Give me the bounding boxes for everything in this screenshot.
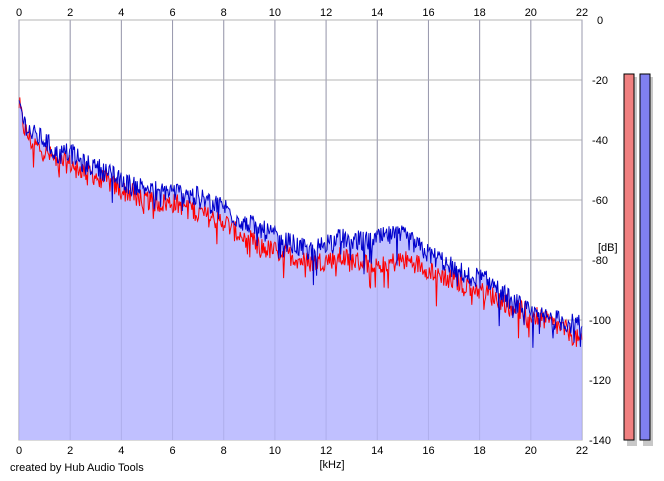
x-tick-label-bottom: 4	[118, 445, 124, 457]
x-tick-labels-top: 0 2 4 6 8 10 12 14 16 18 20 22	[16, 7, 588, 19]
x-tick-label-bottom: 20	[525, 445, 537, 457]
x-tick-label-top: 0	[16, 7, 22, 19]
y-tick-label: -20	[592, 75, 608, 87]
x-tick-label-top: 8	[221, 7, 227, 19]
y-tick-label: -140	[589, 435, 611, 447]
x-tick-label-bottom: 8	[221, 445, 227, 457]
x-tick-label-top: 10	[269, 7, 281, 19]
y-tick-label: -100	[589, 315, 611, 327]
x-tick-label-bottom: 0	[16, 445, 22, 457]
x-tick-label-top: 2	[67, 7, 73, 19]
x-tick-label-top: 16	[422, 7, 434, 19]
x-tick-label-bottom: 2	[67, 445, 73, 457]
x-tick-label-top: 4	[118, 7, 124, 19]
x-tick-label-bottom: 22	[576, 445, 588, 457]
x-tick-labels-bottom: 0 2 4 6 8 10 12 14 16 18 20 22	[16, 445, 588, 457]
y-tick-label: -80	[592, 255, 608, 267]
y-tick-label: -60	[592, 195, 608, 207]
level-meters	[623, 73, 653, 446]
spectrum-area-fill	[19, 100, 582, 440]
x-tick-label-top: 22	[576, 7, 588, 19]
spectrum-line-2	[18, 100, 583, 348]
x-tick-label-top: 18	[474, 7, 486, 19]
x-tick-label-bottom: 18	[474, 445, 486, 457]
y-tick-label: -40	[592, 135, 608, 147]
x-tick-label-bottom: 14	[371, 445, 383, 457]
y-tick-labels: 0 -20 -40 -60 -80 -100 -120 -140	[589, 15, 611, 447]
x-tick-label-top: 6	[169, 7, 175, 19]
x-tick-label-top: 12	[320, 7, 332, 19]
footer-credit: created by Hub Audio Tools	[10, 462, 144, 474]
spectrum-series	[18, 20, 583, 440]
y-tick-label: -120	[589, 375, 611, 387]
x-tick-label-top: 14	[371, 7, 383, 19]
x-tick-label-bottom: 12	[320, 445, 332, 457]
level-meter-bar	[623, 73, 635, 441]
y-axis-label: [dB]	[598, 242, 618, 254]
x-tick-label-top: 20	[525, 7, 537, 19]
x-tick-label-bottom: 10	[269, 445, 281, 457]
spectrum-fill	[19, 100, 582, 440]
level-meter-bar	[639, 73, 651, 441]
x-tick-label-bottom: 6	[169, 445, 175, 457]
y-tick-label: 0	[597, 15, 603, 27]
x-axis-label: [kHz]	[319, 459, 344, 471]
x-tick-label-bottom: 16	[422, 445, 434, 457]
